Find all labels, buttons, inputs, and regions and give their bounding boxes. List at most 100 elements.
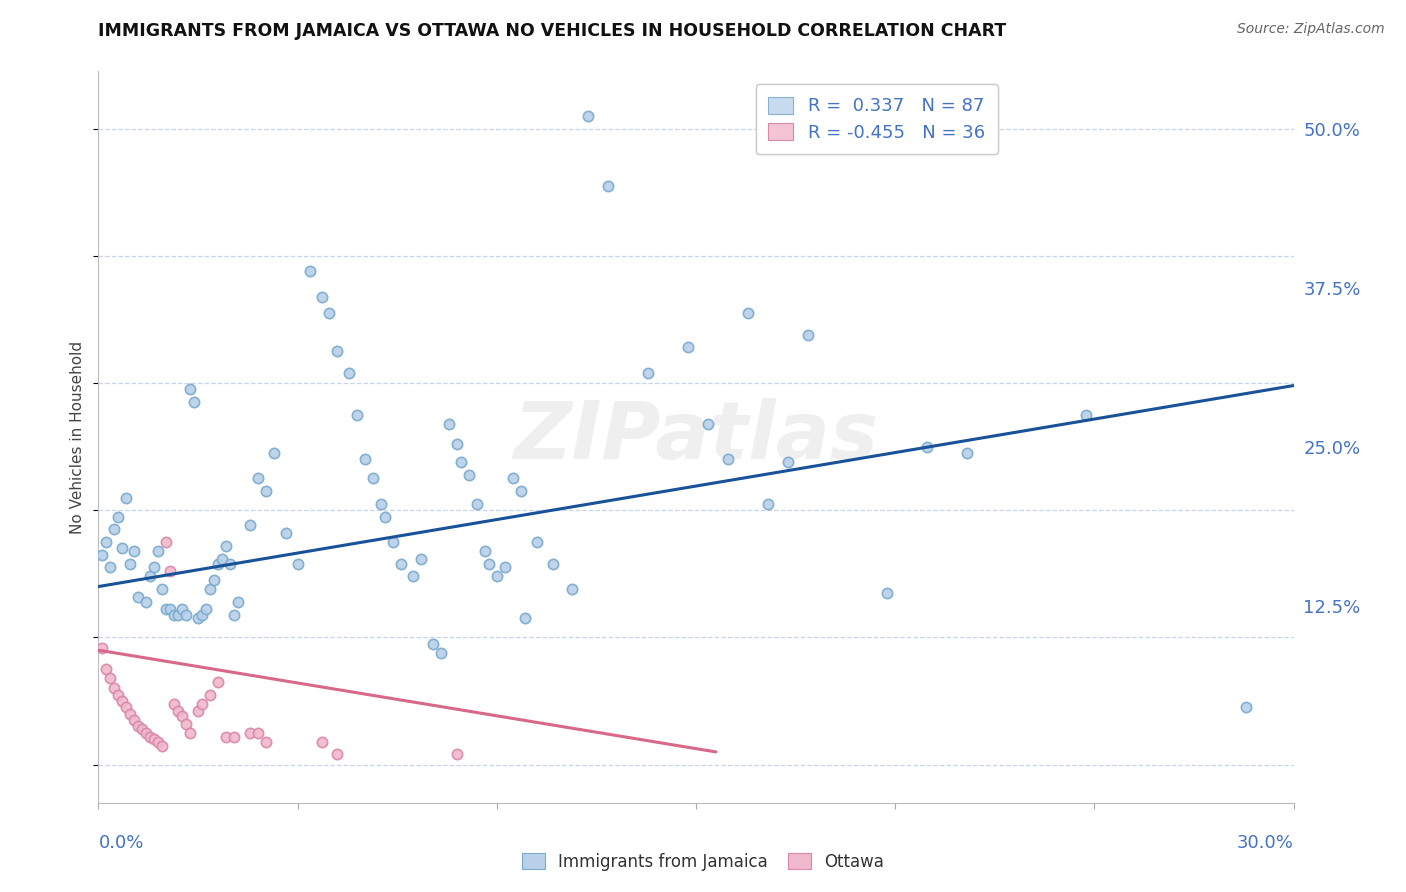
- Point: [111, 541, 134, 556]
- Point: [513, 611, 536, 625]
- Point: [578, 109, 600, 123]
- Point: [956, 446, 979, 460]
- Point: [287, 557, 309, 571]
- Point: [120, 557, 142, 571]
- Point: [239, 726, 262, 740]
- Point: [697, 417, 720, 431]
- Point: [127, 719, 149, 733]
- Point: [561, 582, 583, 596]
- Point: [115, 491, 138, 505]
- Point: [494, 560, 516, 574]
- Point: [254, 484, 277, 499]
- Point: [96, 535, 118, 549]
- Point: [222, 607, 245, 622]
- Text: ZIPatlas: ZIPatlas: [513, 398, 879, 476]
- Text: Source: ZipAtlas.com: Source: ZipAtlas.com: [1237, 22, 1385, 37]
- Point: [222, 730, 245, 744]
- Point: [172, 602, 194, 616]
- Point: [1234, 700, 1257, 714]
- Point: [382, 535, 405, 549]
- Point: [143, 732, 166, 747]
- Point: [509, 484, 531, 499]
- Point: [254, 735, 277, 749]
- Point: [370, 497, 392, 511]
- Point: [91, 640, 114, 655]
- Point: [139, 730, 162, 744]
- Point: [776, 455, 799, 469]
- Point: [96, 662, 118, 676]
- Point: [100, 671, 122, 685]
- Legend: Immigrants from Jamaica, Ottawa: Immigrants from Jamaica, Ottawa: [513, 845, 893, 880]
- Point: [150, 582, 173, 596]
- Point: [215, 730, 238, 744]
- Point: [174, 717, 197, 731]
- Point: [430, 646, 453, 660]
- Point: [465, 497, 488, 511]
- Point: [263, 446, 285, 460]
- Point: [717, 452, 740, 467]
- Point: [155, 602, 177, 616]
- Point: [191, 607, 214, 622]
- Point: [127, 590, 149, 604]
- Point: [274, 526, 297, 541]
- Point: [422, 637, 444, 651]
- Point: [226, 595, 249, 609]
- Point: [107, 688, 129, 702]
- Point: [202, 573, 225, 587]
- Point: [346, 408, 368, 422]
- Point: [191, 697, 214, 711]
- Point: [446, 437, 468, 451]
- Point: [458, 467, 481, 482]
- Point: [148, 735, 170, 749]
- Point: [737, 306, 759, 320]
- Point: [756, 497, 779, 511]
- Point: [167, 704, 190, 718]
- Point: [474, 544, 496, 558]
- Point: [159, 602, 181, 616]
- Point: [402, 569, 425, 583]
- Point: [207, 675, 229, 690]
- Point: [298, 264, 321, 278]
- Point: [100, 560, 122, 574]
- Point: [198, 688, 221, 702]
- Point: [159, 564, 181, 578]
- Point: [219, 557, 242, 571]
- Point: [207, 557, 229, 571]
- Text: 30.0%: 30.0%: [1237, 834, 1294, 852]
- Point: [450, 455, 472, 469]
- Point: [637, 366, 659, 380]
- Point: [326, 747, 349, 762]
- Point: [187, 704, 209, 718]
- Point: [374, 509, 396, 524]
- Point: [148, 544, 170, 558]
- Point: [1076, 408, 1098, 422]
- Point: [311, 735, 333, 749]
- Point: [111, 694, 134, 708]
- Point: [195, 602, 218, 616]
- Point: [211, 551, 233, 566]
- Point: [198, 582, 221, 596]
- Point: [598, 178, 620, 193]
- Point: [139, 569, 162, 583]
- Point: [135, 595, 157, 609]
- Point: [124, 544, 146, 558]
- Point: [150, 739, 173, 753]
- Point: [437, 417, 460, 431]
- Point: [172, 709, 194, 723]
- Point: [411, 551, 433, 566]
- Point: [135, 726, 157, 740]
- Y-axis label: No Vehicles in Household: No Vehicles in Household: [70, 341, 86, 533]
- Point: [107, 509, 129, 524]
- Point: [326, 344, 349, 359]
- Point: [124, 713, 146, 727]
- Point: [103, 681, 125, 696]
- Text: 0.0%: 0.0%: [98, 834, 143, 852]
- Text: IMMIGRANTS FROM JAMAICA VS OTTAWA NO VEHICLES IN HOUSEHOLD CORRELATION CHART: IMMIGRANTS FROM JAMAICA VS OTTAWA NO VEH…: [98, 22, 1007, 40]
- Point: [246, 471, 269, 485]
- Point: [246, 726, 269, 740]
- Legend: R =  0.337   N = 87, R = -0.455   N = 36: R = 0.337 N = 87, R = -0.455 N = 36: [755, 84, 998, 154]
- Point: [179, 383, 201, 397]
- Point: [187, 611, 209, 625]
- Point: [389, 557, 412, 571]
- Point: [239, 518, 262, 533]
